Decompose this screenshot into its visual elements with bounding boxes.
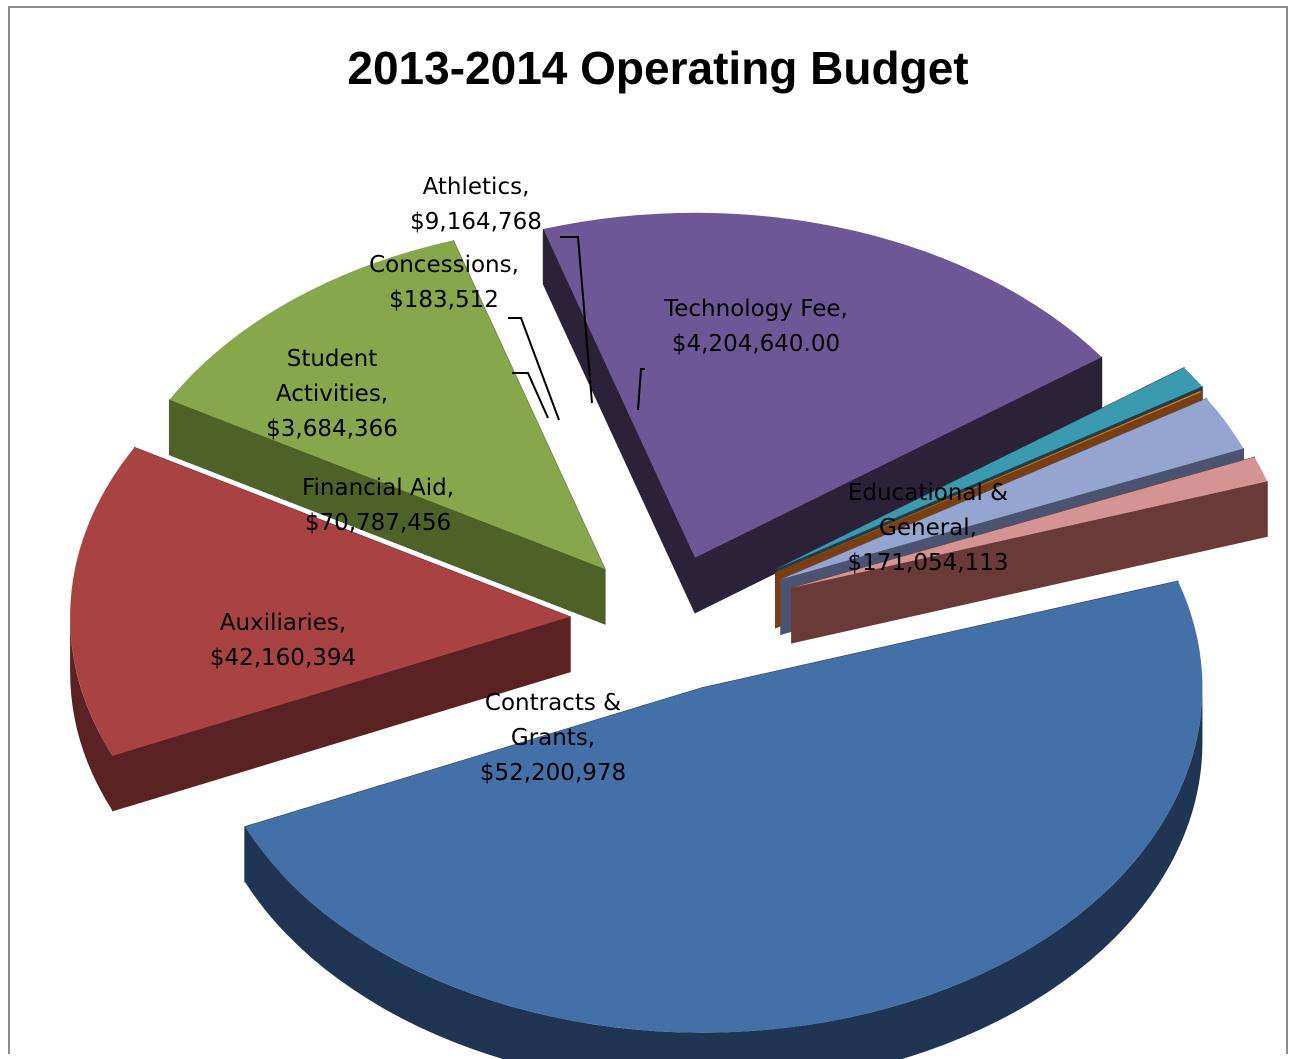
slice-label-line: $4,204,640.00 — [672, 331, 840, 357]
slice-label-line: Activities, — [276, 381, 388, 407]
slice-label-student-activities: Student Activities, $3,684,366 — [266, 346, 398, 442]
slice-technology-fee — [791, 457, 1268, 588]
slice-label-line: $171,054,113 — [848, 550, 1009, 576]
leader-line-technology-fee — [637, 368, 645, 411]
slice-label-line: General, — [879, 515, 977, 541]
slice-label-line: Technology Fee, — [663, 296, 848, 322]
slice-concessions — [775, 391, 1202, 573]
slice-label-line: $9,164,768 — [410, 209, 542, 235]
pie-sides — [70, 212, 1268, 1059]
slice-student-activities — [777, 367, 1203, 569]
leader-line-athletics — [560, 236, 593, 404]
slice-label-line: Contracts & — [485, 690, 621, 716]
slice-label-educational-general: Educational & General, $171,054,113 — [848, 480, 1009, 576]
slice-label-athletics: Athletics, $9,164,768 — [410, 174, 542, 235]
slice-label-line: $183,512 — [389, 287, 499, 313]
slice-label-financial-aid: Financial Aid, $70,787,456 — [302, 475, 454, 536]
slice-label-line: $52,200,978 — [480, 760, 626, 786]
chart-title: 2013-2014 Operating Budget — [347, 42, 968, 94]
slice-label-line: Student — [287, 346, 378, 372]
slice-side-contracts-grants — [70, 616, 113, 811]
leader-line-concessions — [508, 317, 560, 421]
slice-label-line: Grants, — [511, 725, 595, 751]
slice-label-line: Auxiliaries, — [220, 610, 346, 636]
slice-educational-general — [244, 581, 1203, 1033]
leader-line-student-activities — [512, 372, 549, 419]
slice-label-line: Financial Aid, — [302, 475, 454, 501]
slice-athletics — [780, 398, 1244, 580]
slice-auxiliaries — [169, 240, 606, 570]
leader-lines — [508, 236, 645, 421]
slice-label-line: $42,160,394 — [210, 645, 356, 671]
slice-label-line: $3,684,366 — [266, 416, 398, 442]
slice-label-line: Educational & — [848, 480, 1008, 506]
slice-label-technology-fee: Technology Fee, $4,204,640.00 — [663, 296, 848, 357]
slice-label-line: Concessions, — [369, 252, 519, 278]
slice-label-line: Athletics, — [423, 174, 530, 200]
slice-contracts-grants — [70, 447, 571, 756]
slice-label-contracts-grants: Contracts & Grants, $52,200,978 — [480, 690, 626, 786]
slice-label-auxiliaries: Auxiliaries, $42,160,394 — [210, 610, 356, 671]
slice-label-concessions: Concessions, $183,512 — [369, 252, 519, 313]
slice-financial-aid — [543, 212, 1102, 558]
slice-labels: Educational & General, $171,054,113 Contrac… — [210, 174, 1009, 786]
slice-label-line: $70,787,456 — [305, 510, 451, 536]
